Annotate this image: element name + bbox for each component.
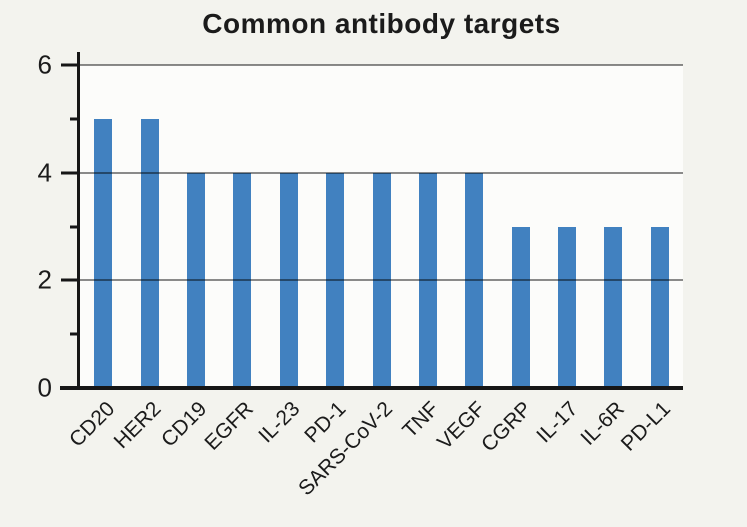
y-tick-label-6: 6 [37,49,52,80]
bar-egfr [233,172,252,388]
y-tick-label-2: 2 [37,264,52,295]
bar-slot-il-17 [544,65,590,388]
x-axis-line [60,386,683,390]
bar-her2 [140,118,159,388]
x-axis-labels: CD20 HER2 CD19 EGFR IL-23 PD-1 SARS-CoV-2 TNF VE… [65,391,683,521]
x-label-slot-pd-l1: PD-L1 [617,391,683,521]
bar-slot-cgrp [498,65,544,388]
bar-slot-il-6r [590,65,636,388]
bar-slot-her2 [126,65,172,388]
bar-slot-pd-1 [312,65,358,388]
bar-il-17 [558,226,577,388]
x-label-slot-vegf: VEGF [433,391,497,521]
y-major-tick-0 [61,386,80,390]
x-label-slot-cd20: CD20 [65,391,126,521]
x-label-slot-tnf: TNF [398,391,451,521]
bar-cd19 [186,172,205,388]
x-label-slot-il-23: IL-23 [254,391,312,521]
bar-slot-cd19 [173,65,219,388]
bar-il-6r [604,226,623,388]
y-tick-label-4: 4 [37,157,52,188]
y-major-tick-6 [61,63,80,67]
bar-slot-egfr [219,65,265,388]
bar-vegf [465,172,484,388]
x-label-slot-il-6r: IL-6R [576,391,636,521]
bar-cgrp [511,226,530,388]
bar-pd-1 [326,172,345,388]
y-tick-label-0: 0 [37,372,52,403]
bar-pd-l1 [650,226,669,388]
x-label-slot-her2: HER2 [109,391,172,521]
y-minor-tick-3 [70,225,80,228]
x-label-slot-cd19: CD19 [157,391,219,521]
bar-slot-cd20 [80,65,126,388]
chart-title: Common antibody targets [202,8,561,39]
bar-sars-cov-2 [372,172,391,388]
x-label-slot-sars-cov-2: SARS-CoV-2 [294,391,404,521]
bar-cd20 [94,118,113,388]
bar-slot-vegf [451,65,497,388]
y-major-tick-2 [61,278,80,282]
y-minor-tick-1 [70,332,80,336]
bar-slot-pd-l1 [637,65,683,388]
bar-slot-il-23 [266,65,312,388]
plot-area [80,64,683,388]
x-label-slot-il-17: IL-17 [533,391,590,521]
x-tick-label-cd20: CD20 [64,397,119,452]
x-label-slot-egfr: EGFR [200,391,265,521]
bar-slot-sars-cov-2 [358,65,404,388]
bar-tnf [418,172,437,388]
bar-il-23 [279,172,298,388]
y-minor-tick-5 [70,117,80,121]
bar-slot-tnf [405,65,451,388]
x-label-slot-cgrp: CGRP [477,391,544,521]
y-axis-line [77,52,80,390]
y-major-tick-4 [61,171,80,175]
